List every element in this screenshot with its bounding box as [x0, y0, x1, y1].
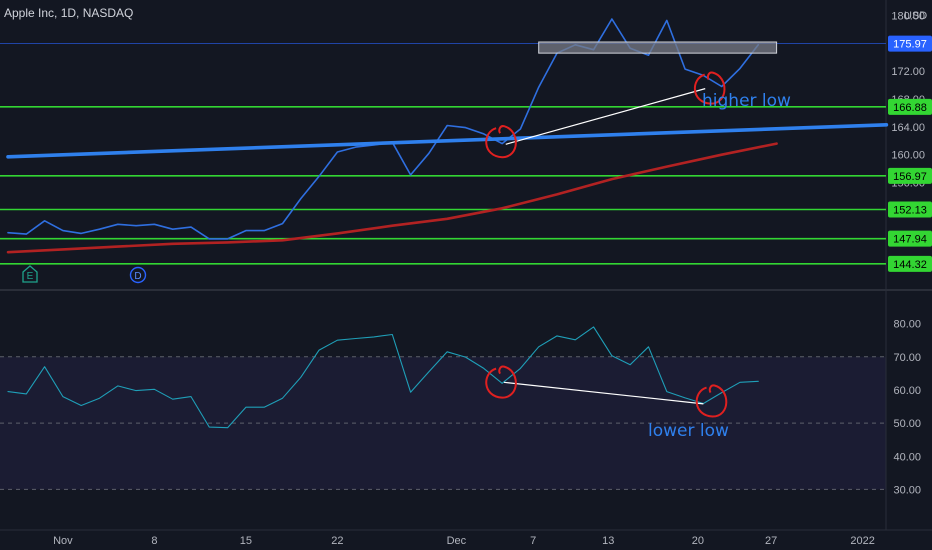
time-tick-label: 8: [151, 535, 157, 547]
event-marker-label: D: [134, 271, 141, 282]
level-tag-label: 147.94: [893, 234, 927, 246]
price-tick-label: 164.00: [891, 122, 925, 134]
time-tick-label: Dec: [447, 535, 467, 547]
trend-line: [6, 123, 889, 159]
annotation-layer: higher low lower low E D: [22, 41, 791, 441]
level-tag: [888, 255, 932, 272]
rsi-divergence-line: [503, 381, 704, 405]
resistance-box: [538, 41, 778, 54]
level-tag-label: 152.13: [893, 205, 927, 217]
level-tag: [888, 167, 932, 184]
level-tag: [888, 98, 932, 115]
price-tick-label: 172.00: [891, 66, 925, 78]
price-tick-label: 180.00: [891, 11, 925, 23]
time-tick-label: 13: [602, 535, 614, 547]
rsi-note: lower low: [648, 421, 729, 441]
level-tag-label: 144.32: [893, 259, 927, 271]
price-tick-label: 160.00: [891, 150, 925, 162]
time-tick-label: 2022: [850, 535, 874, 547]
time-tick-label: 22: [331, 535, 343, 547]
time-tick-label: 27: [765, 535, 777, 547]
price-annotation-circle: [693, 71, 726, 105]
moving-average-line: [6, 142, 778, 254]
chart-title: Apple Inc, 1D, NASDAQ: [4, 6, 133, 20]
price-divergence-line: [505, 88, 706, 145]
time-axis: Nov 8 15 22 Dec 7 13 20 27 2022: [53, 535, 875, 547]
price-annotation-circle: [485, 125, 517, 159]
rsi-tick-label: 70.00: [893, 352, 921, 364]
level-tag: [888, 230, 932, 247]
price-note: higher low: [702, 91, 791, 111]
time-tick-label: 20: [692, 535, 704, 547]
rsi-tick-label: 50.00: [893, 418, 921, 430]
rsi-band-layer: [0, 356, 886, 490]
earnings-event-marker: [22, 265, 38, 283]
level-tag: [888, 201, 932, 218]
rsi-tick-label: 30.00: [893, 484, 921, 496]
grid-layer: [0, 0, 932, 531]
rsi-tick-label: 60.00: [893, 385, 921, 397]
price-axis: 180.00176.00172.00168.00164.00160.00156.…: [888, 11, 932, 496]
time-tick-label: 7: [530, 535, 536, 547]
level-tag-label: 166.88: [893, 102, 927, 114]
rsi-tick-label: 80.00: [893, 319, 921, 331]
time-tick-label: 15: [240, 535, 252, 547]
series-layer: [0, 18, 889, 429]
currency-label: USD: [904, 10, 927, 22]
current-price-label: 175.97: [893, 39, 927, 51]
level-tag-label: 156.97: [893, 171, 927, 183]
time-tick-label: Nov: [53, 535, 73, 547]
dividend-event-marker: [129, 266, 147, 284]
rsi-annotation-circle: [695, 384, 728, 418]
rsi-line: [7, 326, 759, 429]
current-price-tag: [888, 35, 932, 52]
rsi-annotation-circle: [485, 365, 517, 399]
rsi-tick-label: 40.00: [893, 451, 921, 463]
event-marker-label: E: [27, 271, 34, 282]
